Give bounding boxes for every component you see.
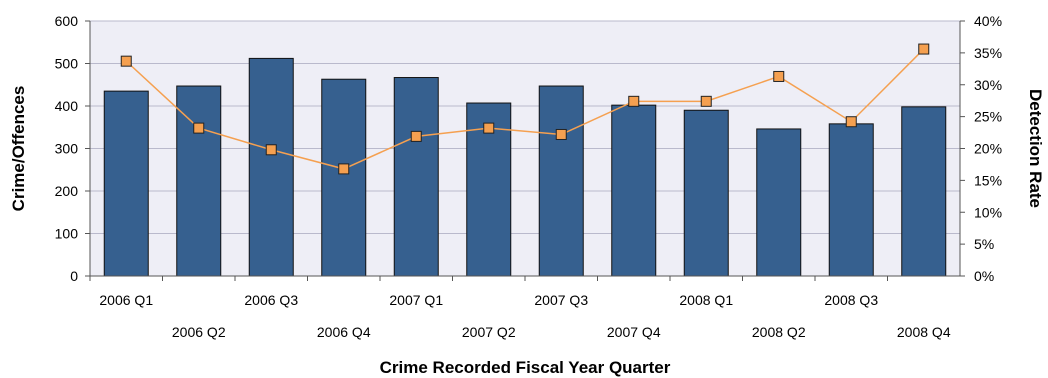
- x-tick-label: 2008 Q4: [897, 324, 951, 340]
- line-marker: [410, 130, 422, 142]
- x-tick-label: 2007 Q4: [607, 324, 661, 340]
- x-tick-label: 2008 Q2: [752, 324, 806, 340]
- line-marker: [918, 43, 930, 55]
- line-marker: [120, 55, 132, 67]
- right-tick-label: 10%: [974, 204, 1002, 220]
- line-marker: [845, 116, 857, 128]
- bar: [828, 123, 874, 277]
- line-marker: [265, 144, 277, 156]
- left-tick-label: 600: [55, 13, 79, 29]
- x-tick-label: 2007 Q2: [462, 324, 516, 340]
- left-tick-label: 200: [55, 183, 79, 199]
- x-tick-label: 2008 Q1: [679, 292, 733, 308]
- axes: [85, 20, 965, 281]
- right-tick-label: 40%: [974, 13, 1002, 29]
- right-tick-label: 20%: [974, 141, 1002, 157]
- left-tick-label: 300: [55, 141, 79, 157]
- x-tick-label: 2008 Q3: [824, 292, 878, 308]
- x-axis-title: Crime Recorded Fiscal Year Quarter: [380, 358, 671, 377]
- bar: [393, 77, 439, 277]
- right-tick-label: 0%: [974, 268, 994, 284]
- right-tick-label: 5%: [974, 236, 994, 252]
- bar: [611, 104, 657, 277]
- line-markers: [120, 43, 930, 175]
- x-tick-label: 2007 Q1: [389, 292, 443, 308]
- x-tick-label: 2006 Q2: [172, 324, 226, 340]
- bar: [901, 106, 947, 277]
- right-tick-label: 30%: [974, 77, 1002, 93]
- x-tick-label: 2006 Q3: [244, 292, 298, 308]
- right-axis-tick-labels: 0% 5% 10% 15% 20% 25% 30% 35% 40%: [974, 13, 1002, 284]
- right-tick-label: 35%: [974, 45, 1002, 61]
- bar: [538, 85, 584, 277]
- line-marker: [338, 163, 350, 175]
- series-line: [125, 48, 925, 170]
- right-tick-label: 15%: [974, 172, 1002, 188]
- x-axis-tick-labels: 2006 Q1 2006 Q2 2006 Q3 2006 Q4 2007 Q1 2007 …: [99, 292, 950, 340]
- x-tick-label: 2006 Q4: [317, 324, 371, 340]
- right-tick-label: 25%: [974, 109, 1002, 125]
- x-tick-label: 2007 Q3: [534, 292, 588, 308]
- bar: [248, 57, 294, 277]
- left-tick-label: 0: [70, 268, 78, 284]
- left-tick-label: 500: [55, 56, 79, 72]
- line-marker: [700, 95, 712, 107]
- bar: [756, 128, 802, 277]
- bar: [683, 109, 729, 277]
- line-marker: [193, 122, 205, 134]
- line-marker: [773, 70, 785, 82]
- line-marker: [483, 122, 495, 134]
- left-tick-label: 100: [55, 226, 79, 242]
- left-axis-tick-labels: 0 100 200 300 400 500 600: [55, 13, 79, 284]
- bar: [103, 90, 149, 277]
- y-axis-title: Crime/Offences: [9, 86, 28, 212]
- y2-axis-title: Detection Rate: [1026, 89, 1045, 208]
- line-series: [125, 48, 925, 170]
- left-tick-label: 400: [55, 98, 79, 114]
- line-marker: [555, 128, 567, 140]
- x-tick-label: 2006 Q1: [99, 292, 153, 308]
- line-marker: [628, 95, 640, 107]
- bar: [176, 85, 222, 277]
- bar: [321, 78, 367, 277]
